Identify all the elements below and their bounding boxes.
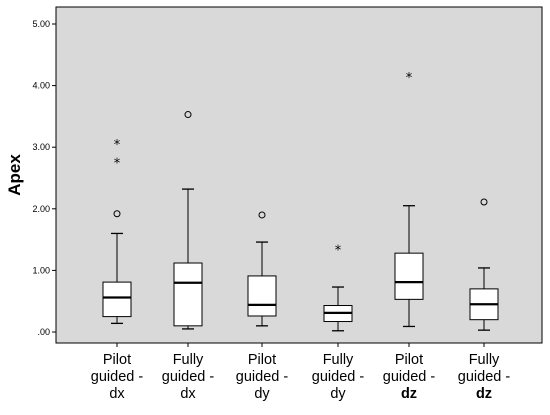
x-category-label: dx — [180, 386, 196, 402]
outlier-point — [184, 111, 192, 119]
x-category-label: Fully — [173, 352, 204, 368]
outlier-point — [480, 198, 488, 206]
box-group — [173, 111, 203, 330]
x-category-label: dy — [330, 386, 346, 402]
box — [102, 281, 132, 318]
extreme-point: * — [114, 138, 121, 153]
y-tick-label: .00 — [37, 327, 50, 337]
x-category-label: guided - — [312, 369, 365, 385]
y-tick-label: 4.00 — [32, 81, 50, 91]
x-category-label: dz — [401, 386, 417, 402]
box — [394, 252, 424, 300]
x-category-label: Pilot — [103, 352, 131, 368]
y-axis: .00 1.00 2.00 3.00 4.00 5.00 — [32, 19, 485, 347]
box — [247, 275, 277, 317]
x-category-label: Fully — [323, 352, 354, 368]
y-tick-label: 3.00 — [32, 142, 50, 152]
plot-area — [55, 6, 543, 344]
outlier-point — [113, 210, 121, 218]
box-series: **** — [102, 71, 499, 332]
y-tick-label: 5.00 — [32, 19, 50, 29]
x-category-label: Pilot — [248, 352, 276, 368]
x-category-label: dy — [254, 386, 270, 402]
x-category-label: guided - — [383, 369, 436, 385]
extreme-point: * — [335, 243, 342, 258]
y-axis-title: Apex — [5, 154, 24, 196]
box-group: * — [394, 71, 424, 328]
y-tick-label: 2.00 — [32, 204, 50, 214]
box-group: * — [323, 243, 353, 332]
x-category-label: Pilot — [395, 352, 423, 368]
box-group — [469, 198, 499, 331]
x-category-label: Fully — [469, 352, 500, 368]
box-group — [247, 211, 277, 327]
extreme-point: * — [406, 71, 413, 86]
x-category-label: guided - — [162, 369, 215, 385]
box-group: ** — [102, 138, 132, 325]
outlier-point — [258, 211, 266, 219]
x-category-label: guided - — [91, 369, 144, 385]
x-category-label: guided - — [458, 369, 511, 385]
x-category-label: guided - — [236, 369, 289, 385]
extreme-point: * — [114, 157, 121, 172]
x-category-label: dz — [476, 386, 492, 402]
x-category-label: dx — [109, 386, 125, 402]
y-tick-label: 1.00 — [32, 265, 50, 275]
box — [173, 262, 203, 327]
